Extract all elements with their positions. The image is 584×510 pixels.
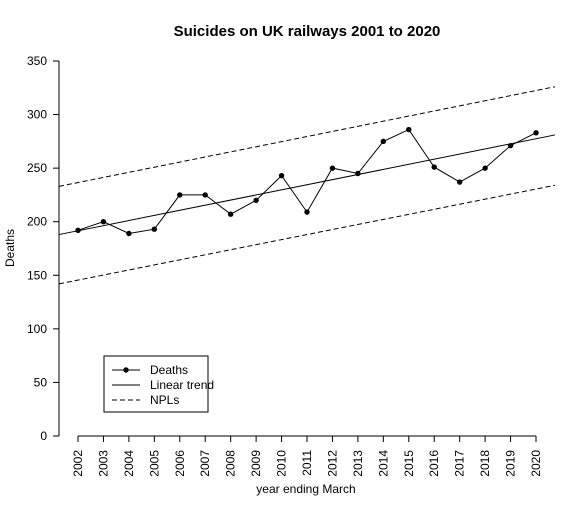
deaths-point: [431, 164, 437, 170]
legend-label-npls: NPLs: [150, 393, 179, 407]
x-tick-label: 2007: [198, 450, 212, 477]
y-tick-label: 100: [27, 322, 47, 336]
y-tick-label: 300: [27, 108, 47, 122]
x-tick-label: 2011: [300, 450, 314, 476]
deaths-point: [406, 126, 412, 133]
x-tick-label: 2004: [122, 450, 136, 477]
x-tick-label: 2017: [453, 450, 467, 477]
y-tick-label: 250: [27, 161, 47, 175]
legend-marker-deaths: [123, 367, 129, 373]
deaths-point: [278, 172, 285, 179]
x-ticks: 2002 2003 2004 2005 2006 2007 2008 2009 2010 2011…: [71, 436, 543, 477]
x-tick-label: 2013: [351, 450, 365, 477]
x-tick-label: 2015: [402, 450, 416, 477]
deaths-point: [533, 130, 539, 136]
x-tick-label: 2009: [249, 450, 263, 477]
legend-label-deaths: Deaths: [150, 363, 188, 377]
y-tick-label: 350: [27, 54, 47, 68]
y-tick-label: 0: [40, 429, 47, 443]
linear-trend-line: [58, 134, 556, 236]
x-tick-label: 2012: [325, 450, 339, 477]
npl-line-lower: [58, 184, 556, 285]
deaths-point: [151, 226, 158, 232]
x-tick-label: 2018: [478, 450, 492, 477]
x-tick-label: 2014: [376, 450, 390, 477]
y-tick-label: 150: [27, 268, 47, 282]
x-tick-label: 2016: [427, 450, 441, 477]
deaths-point: [75, 227, 81, 233]
deaths-point: [253, 197, 259, 203]
deaths-series-line: [77, 128, 537, 235]
deaths-point: [304, 209, 310, 215]
x-tick-label: 2019: [504, 450, 518, 477]
x-axis-title: year ending March: [256, 482, 355, 496]
deaths-point: [177, 192, 183, 198]
x-tick-label: 2010: [275, 450, 289, 477]
y-tick-label: 200: [27, 215, 47, 229]
deaths-point: [227, 211, 234, 217]
x-tick-label: 2003: [96, 450, 110, 477]
deaths-point: [100, 219, 107, 225]
x-tick-label: 2006: [173, 450, 187, 477]
x-tick-label: 2005: [147, 450, 161, 477]
y-axis-title: Deaths: [3, 229, 17, 267]
deaths-point: [482, 165, 488, 171]
deaths-point: [126, 230, 132, 237]
deaths-point: [507, 142, 514, 149]
x-tick-label: 2002: [71, 450, 85, 477]
deaths-point: [329, 165, 336, 171]
x-tick-label: 2020: [529, 450, 543, 477]
npl-line-upper: [58, 86, 556, 187]
legend: Deaths Linear trend NPLs: [103, 355, 214, 413]
x-tick-label: 2008: [224, 450, 238, 477]
deaths-point: [456, 179, 463, 185]
y-ticks: 0 50 100 150 200 250 300 350: [27, 54, 59, 443]
deaths-point: [355, 170, 361, 177]
series-layer: [58, 86, 556, 285]
y-tick-label: 50: [34, 375, 48, 389]
deaths-point: [202, 192, 208, 198]
deaths-point: [380, 138, 387, 145]
legend-box: [103, 355, 209, 413]
legend-label-linear-trend: Linear trend: [150, 378, 214, 392]
chart-title: Suicides on UK railways 2001 to 2020: [174, 23, 441, 40]
